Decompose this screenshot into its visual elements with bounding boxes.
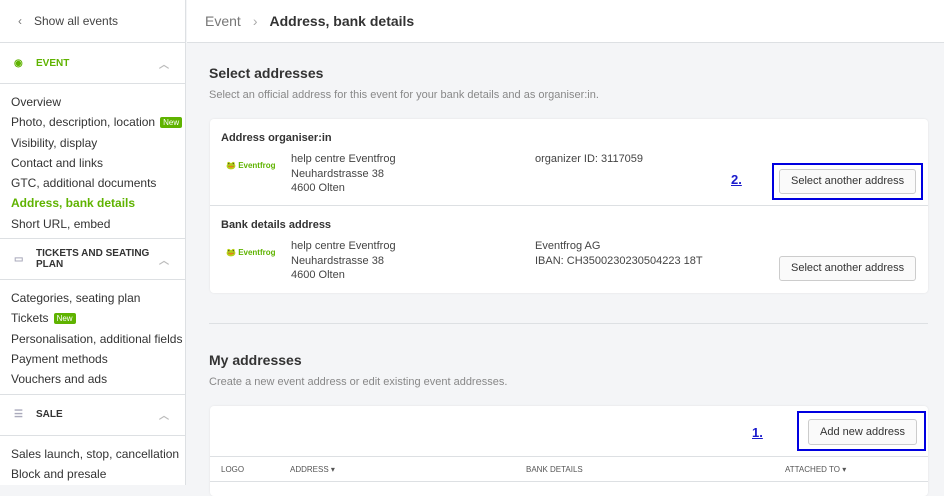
show-all-events-link[interactable]: ‹ Show all events <box>0 0 185 43</box>
section-tickets[interactable]: ▭ TICKETS AND SEATING PLAN ︿ <box>0 239 185 281</box>
organiser-address: help centre Eventfrog Neuhardstrasse 38 46… <box>291 153 396 194</box>
select-another-bank-address-button[interactable]: Select another address <box>779 256 917 281</box>
select-another-organiser-address-button[interactable]: Select another address <box>779 169 917 194</box>
sidebar-item-address[interactable]: Address, bank details <box>11 196 136 211</box>
sidebar-item-block-presale[interactable]: Block and presale <box>11 466 107 481</box>
sort-down-icon: ▾ <box>330 465 335 474</box>
breadcrumb-event[interactable]: Event <box>205 13 241 29</box>
eventfrog-logo: 🐸 Eventfrog <box>226 248 276 257</box>
bank-address-row: Bank details address 🐸 Eventfrog help ce… <box>210 206 928 293</box>
organizer-id: organizer ID: 3117059 <box>535 153 644 165</box>
sidebar-item-contact[interactable]: Contact and links <box>11 155 104 170</box>
new-badge: New <box>160 117 183 129</box>
column-bank-details: BANK DETAILS <box>526 465 583 474</box>
sidebar-item-tickets[interactable]: Tickets New <box>0 308 185 328</box>
my-addresses-subtitle: Create a new event address or edit exist… <box>209 376 508 388</box>
annotation-box-2 <box>772 163 923 200</box>
database-icon: ☰ <box>14 409 23 421</box>
column-attached-to[interactable]: ATTACHED TO ▾ <box>785 465 847 474</box>
new-badge: New <box>53 313 76 325</box>
sidebar-item-gtc[interactable]: GTC, additional documents <box>11 176 157 191</box>
sort-down-icon: ▾ <box>842 465 847 474</box>
page-title: Address, bank details <box>269 13 415 29</box>
selected-addresses-card: Address organiser:in 🐸 Eventfrog help ce… <box>210 119 928 293</box>
annotation-box-1 <box>797 411 926 451</box>
sidebar-item-short-url[interactable]: Short URL, embed <box>11 216 111 231</box>
chevron-up-icon[interactable]: ︿ <box>159 59 169 71</box>
sidebar-item-overview[interactable]: Overview <box>11 95 62 109</box>
sidebar: ‹ Show all events ◉ EVENT ︿ Overview Photo,… <box>0 0 186 485</box>
select-addresses-subtitle: Select an official address for this even… <box>209 89 599 101</box>
sidebar-item-payment[interactable]: Payment methods <box>11 351 108 366</box>
sidebar-item-categories[interactable]: Categories, seating plan <box>11 291 141 306</box>
column-logo: LOGO <box>221 465 245 474</box>
breadcrumb: Event › Address, bank details <box>187 0 944 43</box>
add-new-address-button[interactable]: Add new address <box>808 419 917 445</box>
chevron-right-icon: › <box>252 13 258 29</box>
annotation-step-1: 1. <box>752 425 763 440</box>
my-addresses-table: Add new address <box>210 406 928 496</box>
bank-details: Eventfrog AG IBAN: CH3500230230504223 18T <box>535 240 703 267</box>
my-addresses-heading: My addresses <box>209 352 302 368</box>
divider <box>209 323 928 324</box>
bank-title: Bank details address <box>221 219 332 231</box>
sidebar-item-sales-launch[interactable]: Sales launch, stop, cancellation <box>11 446 180 461</box>
chevron-up-icon[interactable]: ︿ <box>159 255 169 267</box>
sidebar-item-visibility[interactable]: Visibility, display <box>11 135 98 150</box>
column-address[interactable]: ADDRESS ▾ <box>290 465 335 474</box>
eventfrog-logo: 🐸 Eventfrog <box>226 161 276 170</box>
sidebar-item-personalisation[interactable]: Personalisation, additional fields <box>11 331 183 346</box>
ticket-icon: ▭ <box>14 253 24 265</box>
sidebar-item-photo[interactable]: Photo, description, location New <box>0 112 185 132</box>
chevron-left-icon: ‹ <box>18 14 22 28</box>
bank-address: help centre Eventfrog Neuhardstrasse 38 46… <box>291 240 396 281</box>
annotation-step-2: 2. <box>731 172 742 187</box>
section-sale[interactable]: ☰ SALE ︿ <box>0 395 185 436</box>
chevron-up-icon[interactable]: ︿ <box>159 411 169 423</box>
section-event[interactable]: ◉ EVENT ︿ <box>0 43 185 84</box>
location-pin-icon: ◉ <box>14 57 23 69</box>
organiser-title: Address organiser:in <box>221 132 332 144</box>
organiser-address-row: Address organiser:in 🐸 Eventfrog help ce… <box>210 119 928 206</box>
select-addresses-heading: Select addresses <box>209 65 324 81</box>
sidebar-item-vouchers[interactable]: Vouchers and ads <box>11 372 108 387</box>
